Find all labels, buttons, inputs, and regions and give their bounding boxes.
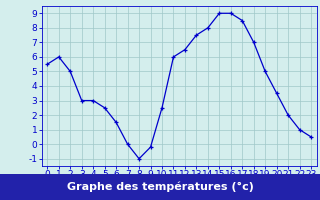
Text: Graphe des températures (°c): Graphe des températures (°c) — [67, 182, 253, 192]
